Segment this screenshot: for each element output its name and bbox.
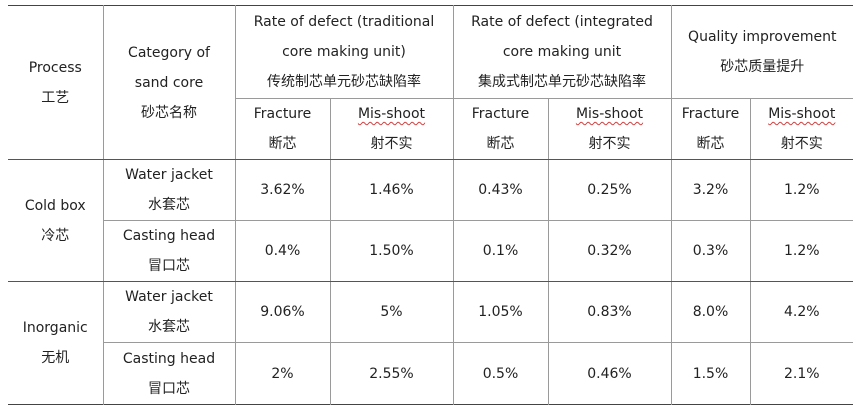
header-integrated-line1: Rate of defect (integrated: [471, 14, 653, 30]
value-cell: 0.5%: [453, 342, 549, 405]
value-cell: 0.1%: [453, 220, 549, 282]
value-cell: 2.1%: [783, 365, 820, 382]
header-fracture-integrated: Fracture 断芯: [453, 98, 549, 160]
process-name-zh: 无机: [41, 350, 70, 366]
header-fracture-traditional: Fracture 断芯: [235, 98, 331, 160]
header-traditional-line1: Rate of defect (traditional: [253, 14, 435, 30]
core-name: Casting head: [122, 228, 216, 244]
header-integrated-zh: 集成式制芯单元砂芯缺陷率: [478, 74, 646, 90]
header-integrated-line2: core making unit: [502, 44, 622, 60]
value-cell: 0.83%: [548, 281, 672, 343]
value-cell: 0.3%: [671, 220, 751, 282]
fracture-label: Fracture: [471, 106, 530, 122]
process-name: Inorganic: [22, 320, 88, 336]
value-cell: 1.46%: [330, 159, 454, 221]
table-row: Casting head 冒口芯 0.4% 1.50% 0.1% 0.32% 0…: [8, 220, 854, 282]
misshoot-label-zh: 射不实: [780, 136, 823, 152]
misshoot-label: Mis-shoot: [357, 106, 426, 122]
core-name: Water jacket: [125, 167, 213, 183]
process-name-zh: 冷芯: [41, 227, 70, 244]
header-category: Category of sand core 砂芯名称: [103, 5, 236, 160]
table-row: Inorganic 无机 Water jacket 水套芯 9.06% 5% 1…: [8, 281, 854, 405]
header-improvement: Quality improvement 砂芯质量提升: [671, 5, 854, 99]
value-cell: 1.5%: [671, 342, 751, 405]
header-traditional-line2: core making unit): [282, 44, 406, 60]
core-name-zh: 水套芯: [148, 197, 190, 213]
value-cell: 3.62%: [235, 159, 331, 221]
header-misshoot-integrated: Mis-shoot 射不实: [548, 98, 672, 160]
value-cell: 0.32%: [548, 220, 672, 282]
fracture-label-zh: 断芯: [696, 136, 725, 152]
value-cell: 2%: [235, 342, 331, 405]
core-name: Casting head: [122, 350, 216, 367]
header-fracture-improvement: Fracture 断芯: [671, 98, 751, 160]
value-cell: 0.25%: [548, 159, 672, 221]
misshoot-label: Mis-shoot: [575, 106, 644, 122]
value-cell: 3.2%: [671, 159, 751, 221]
header-process-zh: 工艺: [41, 89, 70, 106]
header-improvement-zh: 砂芯质量提升: [720, 59, 805, 75]
fracture-label: Fracture: [253, 106, 312, 122]
core-name-zh: 水套芯: [148, 319, 190, 335]
header-improvement-line1: Quality improvement: [688, 29, 837, 45]
misshoot-label: Mis-shoot: [768, 106, 836, 122]
core-cell: Water jacket 水套芯: [103, 159, 236, 221]
value-cell: 1.2%: [750, 220, 854, 282]
header-category-line1: Category of: [128, 44, 210, 61]
value-cell: 4.2%: [750, 281, 854, 343]
value-cell: 1.50%: [330, 220, 454, 282]
value-cell: 9.06%: [235, 281, 331, 343]
value-cell: 0.4%: [235, 220, 331, 282]
value-cell: 5%: [330, 281, 454, 343]
core-name: Water jacket: [125, 289, 213, 305]
misshoot-label-zh: 射不实: [370, 136, 413, 152]
value-cell: 1.05%: [453, 281, 549, 343]
fracture-label-zh: 断芯: [268, 136, 297, 152]
header-process-en: Process: [28, 59, 82, 76]
value-cell: 1.2%: [750, 159, 854, 221]
core-name-zh: 冒口芯: [148, 380, 190, 397]
fracture-label-zh: 断芯: [486, 136, 515, 152]
value-cell: 2.55%: [330, 342, 454, 405]
header-process: Process 工艺: [8, 5, 104, 160]
misshoot-label-zh: 射不实: [588, 136, 631, 152]
header-misshoot-traditional: Mis-shoot 射不实: [330, 98, 454, 160]
table-row: Casting head 冒口芯 2% 2.55% 0.5% 0.46% 1.5…: [8, 342, 853, 405]
process-name: Cold box: [24, 197, 86, 214]
value-cell: 0.46%: [548, 342, 672, 405]
header-integrated: Rate of defect (integrated core making u…: [453, 5, 672, 99]
value-cell: 8.0%: [671, 281, 751, 343]
value-cell: 0.43%: [453, 159, 549, 221]
process-cell-inorganic: Inorganic 无机: [8, 281, 104, 405]
core-cell: Water jacket 水套芯: [103, 281, 236, 343]
header-category-line2: sand core: [134, 74, 204, 91]
header-traditional-zh: 传统制芯单元砂芯缺陷率: [267, 74, 421, 90]
header-misshoot-improvement: Mis-shoot 射不实: [750, 98, 854, 160]
process-cell-cold-box: Cold box 冷芯: [8, 159, 104, 282]
defect-rate-table: Process 工艺 Category of sand core 砂芯名称 Ra…: [8, 5, 854, 405]
core-cell: Casting head 冒口芯: [103, 342, 236, 405]
header-traditional: Rate of defect (traditional core making …: [235, 5, 454, 99]
table-row: Cold box 冷芯 Water jacket 水套芯 3.62% 1.46%…: [8, 159, 854, 282]
core-name-zh: 冒口芯: [148, 258, 190, 274]
core-cell: Casting head 冒口芯: [103, 220, 236, 282]
fracture-label: Fracture: [681, 106, 740, 122]
header-category-zh: 砂芯名称: [141, 104, 197, 121]
